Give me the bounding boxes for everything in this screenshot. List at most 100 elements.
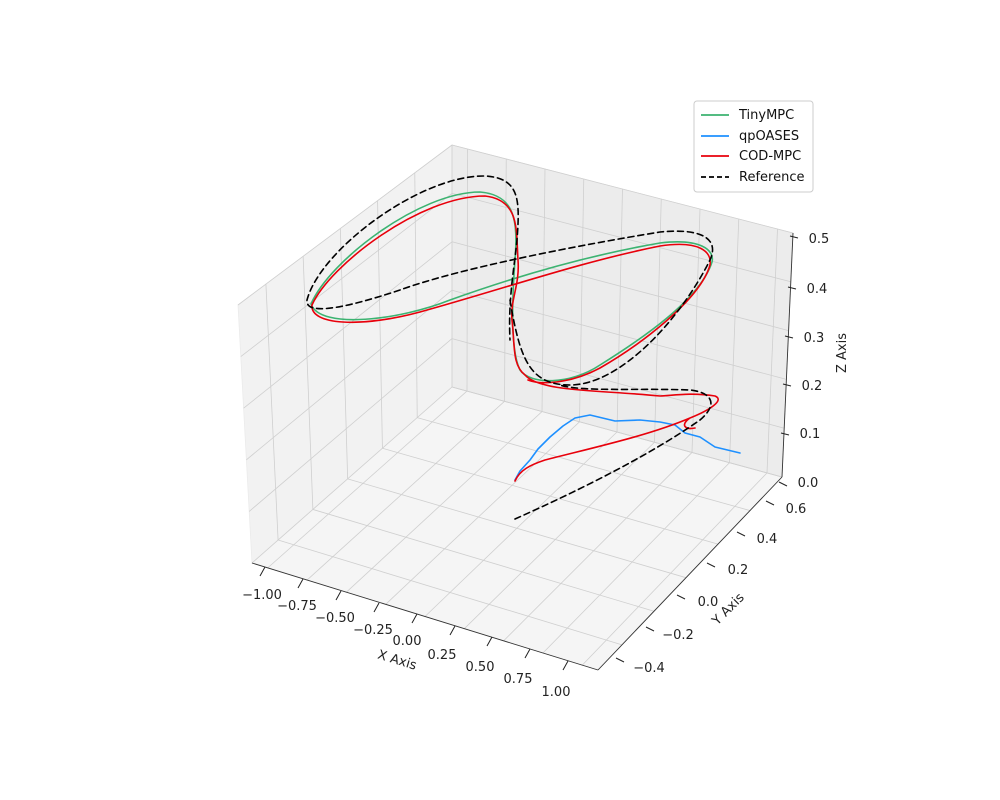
legend-label-tinympc: TinyMPC	[738, 108, 794, 123]
y-tick-mark	[765, 500, 775, 506]
y-axis-line	[597, 476, 783, 671]
back-grid-line	[579, 178, 585, 422]
series-lines	[306, 175, 741, 520]
legend-label-qpoases: qpOASES	[739, 129, 799, 144]
series-line-qpoases	[514, 414, 741, 481]
left-grid-line	[377, 200, 383, 449]
z-tick-label: 0.1	[800, 427, 821, 442]
z-axis-line	[781, 232, 794, 478]
y-tick-mark	[615, 657, 625, 663]
legend-box	[693, 100, 814, 193]
left-grid-line	[243, 241, 453, 409]
x-tick-label: −1.00	[242, 588, 282, 603]
left-grid-line	[246, 289, 453, 461]
z-tick-mark	[778, 481, 788, 487]
floor-grid-line	[581, 472, 768, 666]
x-axis-title: X Axis	[376, 648, 419, 674]
series-line-codmpc	[311, 195, 719, 482]
x-tick-mark	[411, 613, 418, 624]
left-grid-line	[237, 144, 453, 306]
back-grid-line	[451, 144, 794, 234]
back-grid-line	[766, 228, 778, 473]
back-grid-line	[504, 158, 507, 402]
z-tick-label: 0.5	[809, 232, 830, 247]
x-axis-ticks: −1.00 −0.75 −0.50 −0.25 0.00 0.25 0.50 0…	[242, 566, 571, 700]
y-tick-label: −0.2	[662, 628, 694, 643]
left-grid-line	[339, 228, 349, 479]
floor-grid-line	[382, 447, 719, 545]
z-axis-ticks: 0.0 0.1 0.2 0.3 0.4 0.5	[778, 232, 830, 491]
z-tick-mark	[782, 383, 792, 387]
y-tick-mark	[706, 562, 716, 568]
x-tick-mark	[297, 578, 304, 589]
back-grid-line	[616, 188, 623, 433]
y-tick-label: −0.4	[633, 661, 665, 676]
z-tick-mark	[784, 335, 794, 339]
floor-grid-line	[277, 539, 623, 646]
axis-edges	[251, 232, 794, 671]
z-tick-label: 0.0	[798, 476, 819, 491]
left-grid-line	[248, 338, 453, 512]
y-tick-mark	[736, 531, 746, 537]
floor-grid-line	[417, 417, 751, 511]
x-tick-label: 0.25	[428, 648, 457, 663]
series-line-reference	[306, 175, 714, 520]
back-grid-line	[654, 198, 662, 443]
x-tick-label: 0.50	[466, 660, 495, 675]
y-axis-ticks: −0.4 −0.2 0.0 0.2 0.4 0.6	[615, 500, 807, 676]
floor-grid-line	[346, 411, 543, 593]
back-grid-line	[451, 289, 787, 380]
y-tick-label: 0.6	[786, 502, 807, 517]
z-tick-label: 0.2	[802, 379, 823, 394]
x-tick-mark	[449, 625, 456, 636]
back-grid-line	[451, 338, 785, 429]
floor-grid-line	[464, 441, 655, 629]
x-axis-line	[251, 562, 599, 671]
grid-lines	[237, 144, 794, 666]
floor-grid-line	[424, 431, 618, 617]
legend-label-reference: Reference	[739, 170, 804, 185]
floor-grid-line	[267, 390, 468, 569]
back-grid-line	[451, 241, 789, 331]
x-tick-label: 0.75	[504, 672, 533, 687]
x-tick-mark	[486, 636, 493, 647]
floor-grid-line	[306, 401, 505, 581]
z-tick-label: 0.4	[807, 282, 828, 297]
x-tick-label: 1.00	[542, 685, 571, 700]
x-tick-label: −0.50	[315, 611, 355, 626]
y-tick-label: 0.0	[698, 595, 719, 610]
x-tick-label: 0.00	[393, 634, 422, 649]
x-tick-label: −0.75	[277, 599, 317, 614]
left-grid-line	[251, 386, 453, 564]
legend: TinyMPC qpOASES COD-MPC Reference	[693, 100, 814, 193]
x-tick-mark	[524, 648, 531, 659]
z-tick-label: 0.3	[804, 331, 825, 346]
left-grid-line	[265, 284, 279, 541]
legend-label-codmpc: COD-MPC	[739, 149, 801, 164]
floor-grid-line	[312, 509, 655, 612]
floor-grid-line	[385, 421, 580, 605]
x-tick-mark	[335, 590, 342, 601]
y-tick-mark	[676, 594, 686, 600]
left-grid-line	[302, 256, 314, 510]
y-tick-label: 0.2	[728, 563, 749, 578]
back-grid-line	[691, 208, 701, 453]
back-grid-line	[729, 218, 740, 463]
back-grid-line	[451, 386, 783, 478]
x-tick-mark	[259, 566, 266, 577]
z-tick-mark	[787, 286, 797, 290]
x-tick-mark	[562, 660, 569, 671]
x-tick-mark	[373, 602, 380, 613]
floor-grid-line	[347, 478, 687, 579]
y-tick-mark	[645, 626, 655, 632]
z-axis-title: Z Axis	[835, 333, 850, 373]
floor-grid-line	[542, 462, 730, 654]
x-tick-label: −0.25	[353, 623, 393, 638]
floor-grid-line	[503, 452, 693, 642]
back-grid-line	[541, 168, 546, 412]
left-grid-line	[240, 193, 453, 357]
left-grid-line	[414, 172, 418, 418]
y-tick-label: 0.4	[757, 532, 778, 547]
series-line-tinympc	[310, 191, 714, 382]
